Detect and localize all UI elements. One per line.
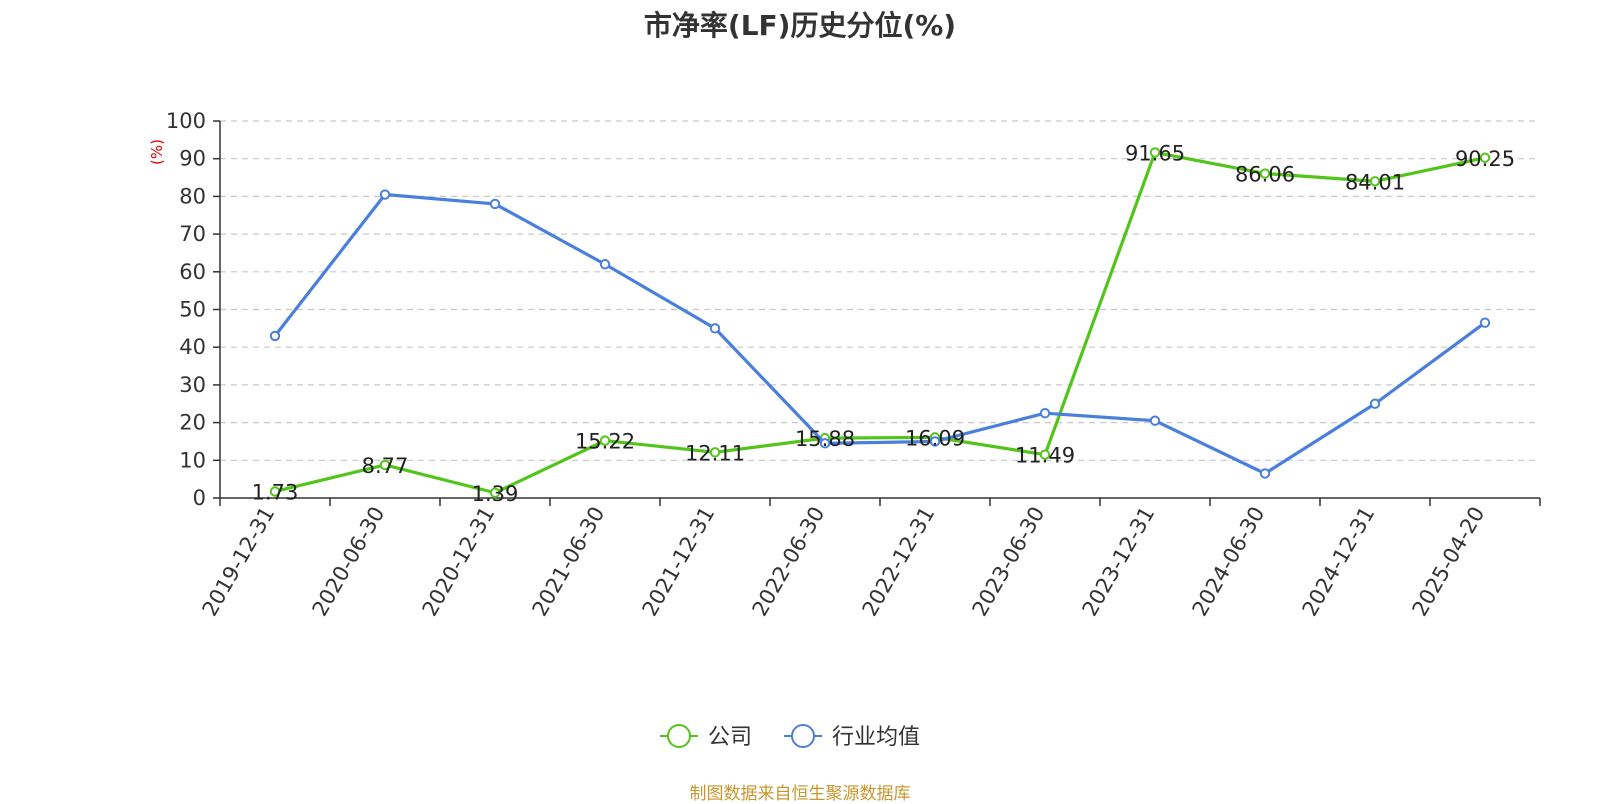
y-tick-label: 30 xyxy=(179,373,206,397)
data-label: 11.49 xyxy=(1015,444,1075,468)
x-tick-label: 2024-12-31 xyxy=(1298,503,1380,621)
data-point[interactable] xyxy=(489,487,501,498)
data-point[interactable] xyxy=(1149,147,1161,158)
x-tick-label: 2024-06-30 xyxy=(1188,503,1270,621)
x-tick-label: 2025-04-20 xyxy=(1408,503,1490,621)
source-note: 制图数据来自恒生聚源数据库 xyxy=(689,784,911,804)
legend-item[interactable]: 公司 xyxy=(660,724,752,750)
chart-title: 市净率(LF)历史分位(%) xyxy=(643,9,957,42)
data-point[interactable] xyxy=(1259,168,1271,179)
data-point[interactable] xyxy=(269,330,281,342)
x-tick-label: 2023-12-31 xyxy=(1078,503,1160,621)
x-axis-ticks: 2019-12-31 2020-06-30 2020-12-31 2021-06-30… xyxy=(198,498,1541,621)
data-label: 15.22 xyxy=(575,430,635,454)
series-line xyxy=(273,192,1486,476)
data-point[interactable] xyxy=(709,447,721,458)
y-tick-label: 90 xyxy=(179,147,206,171)
x-tick-label: 2021-06-30 xyxy=(528,503,610,621)
data-point[interactable] xyxy=(1039,449,1051,460)
x-tick-label: 2021-12-31 xyxy=(638,503,720,621)
y-tick-label: 40 xyxy=(179,335,206,359)
x-tick-label: 2020-12-31 xyxy=(418,503,500,621)
data-point[interactable] xyxy=(379,459,391,471)
data-point[interactable] xyxy=(819,438,831,449)
data-label: 12.11 xyxy=(685,441,745,465)
y-tick-label: 10 xyxy=(179,448,206,472)
data-point[interactable] xyxy=(1479,152,1491,163)
y-tick-label: 20 xyxy=(179,411,206,435)
data-label: 1.39 xyxy=(472,482,519,506)
y-tick-label: 70 xyxy=(179,222,206,246)
data-point[interactable] xyxy=(1479,317,1491,328)
legend: 公司 行业均值 xyxy=(660,724,920,750)
data-point[interactable] xyxy=(709,323,721,334)
series-layer: 1.73 8.77 1.39 15.22 12.11 15.88 16.09 11.49 91.… xyxy=(252,141,1515,505)
data-label: 1.73 xyxy=(252,480,299,504)
data-point[interactable] xyxy=(489,198,501,210)
data-label: 86.06 xyxy=(1235,163,1295,187)
data-point[interactable] xyxy=(929,436,941,447)
y-tick-label: 60 xyxy=(179,260,206,284)
legend-marker xyxy=(791,724,815,748)
x-tick-label: 2022-12-31 xyxy=(858,503,940,621)
y-axis-ticks: 0 10 20 30 40 50 60 70 80 90 100 xyxy=(166,109,220,510)
y-tick-label: 50 xyxy=(179,298,206,322)
data-point[interactable] xyxy=(1149,415,1161,426)
y-tick-label: 0 xyxy=(193,486,206,510)
grid-lines xyxy=(220,120,1540,461)
x-tick-label: 2019-12-31 xyxy=(198,503,280,621)
x-tick-label: 2022-06-30 xyxy=(748,503,830,621)
data-label: 84.01 xyxy=(1345,170,1405,194)
data-label: 16.09 xyxy=(905,426,965,450)
data-point[interactable] xyxy=(1369,176,1381,187)
data-point[interactable] xyxy=(1369,398,1381,409)
data-point[interactable] xyxy=(599,435,611,446)
x-tick-label: 2023-06-30 xyxy=(968,503,1050,621)
line-chart: 0 10 20 30 40 50 60 70 80 90 100 2019-12-31 2020-06… xyxy=(148,109,1541,750)
data-point[interactable] xyxy=(269,486,281,497)
series-line xyxy=(274,150,1486,495)
data-point[interactable] xyxy=(1039,407,1051,419)
legend-label: 公司 xyxy=(708,725,752,750)
y-tick-label: 80 xyxy=(179,184,206,208)
y-tick-label: 100 xyxy=(166,109,206,133)
data-label: 8.77 xyxy=(362,454,409,478)
data-point[interactable] xyxy=(379,189,391,200)
data-point[interactable] xyxy=(1259,468,1271,479)
legend-marker xyxy=(667,724,691,748)
y-axis-label: (%) xyxy=(148,139,166,165)
legend-item[interactable]: 行业均值 xyxy=(784,724,920,750)
data-point[interactable] xyxy=(599,259,611,270)
data-label: 90.25 xyxy=(1455,147,1515,171)
data-label: 15.88 xyxy=(795,427,855,451)
legend-label: 行业均值 xyxy=(832,725,920,750)
x-tick-label: 2020-06-30 xyxy=(308,503,390,621)
data-label: 91.65 xyxy=(1125,141,1185,165)
